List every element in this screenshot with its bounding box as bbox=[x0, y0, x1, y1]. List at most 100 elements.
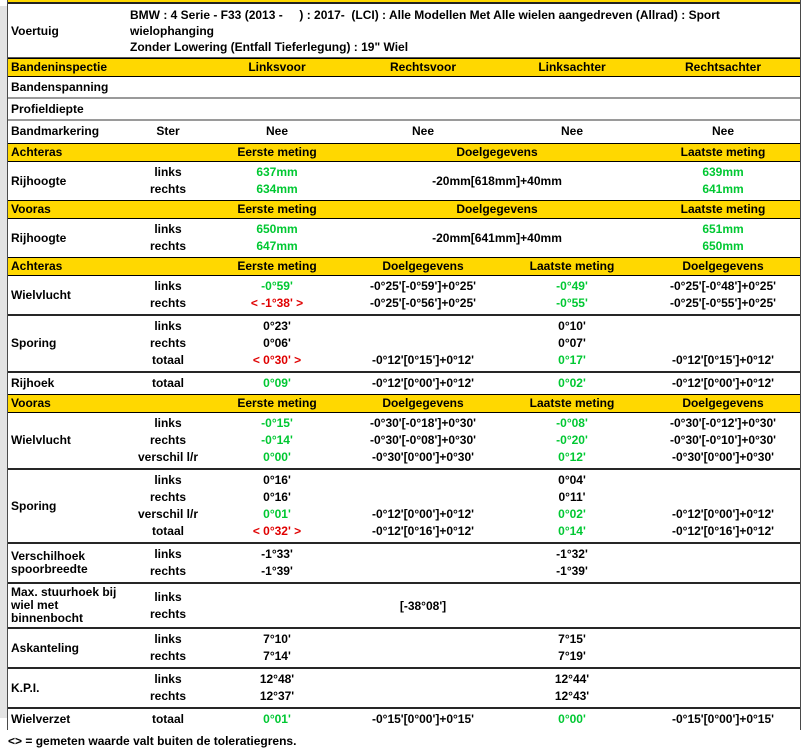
eerste-value-line: < 0°30' > bbox=[252, 353, 302, 367]
doel2-value: -0°30'[-0°12']+0°30' -0°30'[-0°10']+0°30'… bbox=[646, 415, 800, 466]
doel-value-line: -0°12'[0°15']+0°12' bbox=[371, 353, 475, 367]
doel-value bbox=[348, 671, 498, 705]
group-max-stuurhoek-bij: Max. stuurhoek bij wiel met binnenbocht lin… bbox=[8, 582, 800, 627]
doel2-value-line bbox=[646, 335, 800, 352]
doel-value-line: -0°30'[-0°18']+0°30' bbox=[369, 416, 476, 430]
laatste-value: 0°00' bbox=[498, 711, 646, 728]
row-label: Verschilhoek spoorbreedte bbox=[8, 546, 130, 580]
sub-label-line: links bbox=[154, 473, 182, 487]
eerste-value-line bbox=[206, 606, 348, 623]
sub-label-line: rechts bbox=[149, 239, 187, 253]
sub-label bbox=[130, 77, 206, 97]
doel-value-line bbox=[348, 648, 498, 665]
doel-value-line: -0°30'[0°00']+0°30' bbox=[371, 450, 475, 464]
doel2-value: -0°25'[-0°48']+0°25' -0°25'[-0°55']+0°25' bbox=[646, 278, 800, 312]
doel2-value bbox=[646, 671, 800, 705]
group-verschilhoek: Verschilhoek spoorbreedte links rechts -1°33… bbox=[8, 542, 800, 582]
column-header-doelgegevens: Doelgegevens bbox=[682, 259, 764, 273]
group-askanteling: Askanteling links rechts 7°10' 7°14' 7°15' 7°1… bbox=[8, 627, 800, 667]
column-header-eerste-meting: Eerste meting bbox=[237, 145, 317, 159]
doel2-value-line bbox=[646, 563, 800, 580]
row-label: Max. stuurhoek bij wiel met binnenbocht bbox=[8, 586, 130, 625]
sub-label-line: links bbox=[154, 222, 182, 236]
sub-label bbox=[130, 99, 206, 119]
doel2-value bbox=[646, 631, 800, 665]
laatste-value: 651mm 650mm bbox=[646, 221, 800, 255]
sub-label-line: totaal bbox=[151, 524, 184, 538]
laatste-value-line: 7°19' bbox=[558, 649, 586, 663]
doel-value-line: -0°12'[0°00']+0°12' bbox=[371, 376, 475, 390]
laatste-value-line: -1°32' bbox=[556, 547, 588, 561]
section-vooras-ride: Vooras Eerste meting Doelgegevens Laatste m… bbox=[8, 200, 800, 257]
sub-label-line: links bbox=[154, 672, 182, 686]
eerste-value-line: 0°23' bbox=[263, 319, 291, 333]
group-wielvlucht: Wielvlucht links rechts verschil l/r -0°15' -… bbox=[8, 413, 800, 468]
laatste-value-line bbox=[498, 589, 646, 606]
doel2-value-line: -0°30'[0°00']+0°30' bbox=[671, 450, 775, 464]
eerste-value: 0°16' 0°16' 0°01' < 0°32' > bbox=[206, 472, 348, 540]
doel-value: -0°25'[-0°59']+0°25' -0°25'[-0°56']+0°25' bbox=[348, 278, 498, 312]
laatste-value: 0°10' 0°07' 0°17' bbox=[498, 318, 646, 369]
measurement-sections: Achteras Eerste meting Doelgegevens Laatste… bbox=[8, 143, 800, 730]
vehicle-description: BMW : 4 Serie - F33 (2013 - ) : 2017- (L… bbox=[130, 7, 800, 55]
doel-target-value: [-38°08'] bbox=[399, 598, 447, 613]
group-sporing: Sporing links rechts totaal 0°23' 0°06' < 0°30… bbox=[8, 314, 800, 371]
column-header-rechtsachter: Rechtsachter bbox=[684, 60, 762, 74]
group-rijhoogte: Rijhoogte links rechts 650mm 647mm -20mm[641m… bbox=[8, 219, 800, 257]
doel2-value-line bbox=[646, 546, 800, 563]
eerste-value-line: 0°06' bbox=[263, 336, 291, 350]
doel-value: -0°30'[-0°18']+0°30' -0°30'[-0°08']+0°30'… bbox=[348, 415, 498, 466]
table-row-bandmarkering: Bandmarkering Ster Nee Nee Nee Nee bbox=[8, 121, 800, 143]
eerste-value: 12°48' 12°37' bbox=[206, 671, 348, 705]
laatste-value-line: -1°39' bbox=[556, 564, 588, 578]
laatste-value: -0°49' -0°55' bbox=[498, 278, 646, 312]
sub-label: links rechts bbox=[130, 586, 206, 625]
doel2-value-line bbox=[646, 648, 800, 665]
doel2-value bbox=[646, 586, 800, 625]
doel-value-line bbox=[348, 318, 498, 335]
eerste-value-line: 7°10' bbox=[263, 632, 291, 646]
doel2-value-line: -0°15'[0°00']+0°15' bbox=[671, 712, 775, 726]
vehicle-description-line2: Zonder Lowering (Entfall Tieferlegung) :… bbox=[130, 40, 409, 54]
sub-label-line: rechts bbox=[149, 336, 187, 350]
eerste-value-line: < 0°32' > bbox=[252, 524, 302, 538]
laatste-value: -0°08' -0°20' 0°12' bbox=[498, 415, 646, 466]
doel-value-line bbox=[348, 489, 498, 506]
eerste-value-line: 0°16' bbox=[263, 490, 291, 504]
column-header-doelgegevens: Doelgegevens bbox=[382, 259, 464, 273]
sub-label-line: rechts bbox=[149, 490, 187, 504]
laatste-value-line: 0°07' bbox=[558, 336, 586, 350]
laatste-value-line: 0°10' bbox=[558, 319, 586, 333]
laatste-value-line: 650mm bbox=[702, 239, 744, 253]
laatste-value-line: 641mm bbox=[702, 182, 744, 196]
column-header-doelgegevens: Doelgegevens bbox=[456, 202, 538, 216]
sub-label: links rechts bbox=[130, 671, 206, 705]
axle-label: Achteras bbox=[11, 145, 63, 159]
doel2-value-line bbox=[646, 606, 800, 623]
sub-label: links rechts verschil l/r totaal bbox=[130, 472, 206, 540]
sub-label: links rechts bbox=[130, 631, 206, 665]
sub-label-line: totaal bbox=[151, 712, 184, 726]
eerste-value-line: -1°39' bbox=[261, 564, 293, 578]
legend-note: <> = gemeten waarde valt buiten de toler… bbox=[8, 734, 297, 748]
row-label-line: spoorbreedte bbox=[11, 562, 88, 576]
row-label-line: Wielvlucht bbox=[11, 433, 71, 447]
vehicle-label: Voertuig bbox=[11, 24, 59, 38]
cell-value bbox=[348, 99, 498, 119]
sub-label-line: links bbox=[154, 547, 182, 561]
sub-label-line: verschil l/r bbox=[137, 450, 199, 464]
doel-target-value: -20mm[641mm]+40mm bbox=[432, 231, 562, 245]
eerste-value: 637mm 634mm bbox=[206, 164, 348, 198]
sub-label-line: rechts bbox=[149, 433, 187, 447]
doel2-value-line: -0°12'[0°15']+0°12' bbox=[671, 353, 775, 367]
sub-label: totaal bbox=[130, 375, 206, 392]
row-label: Wielvlucht bbox=[8, 278, 130, 312]
doel-value-line: -0°25'[-0°59']+0°25' bbox=[369, 279, 476, 293]
cell-value bbox=[498, 77, 646, 97]
column-header-rechtsvoor: Rechtsvoor bbox=[389, 60, 457, 74]
section-achteras-align: Achteras Eerste meting Doelgegevens Laatste… bbox=[8, 257, 800, 394]
sub-label-line: rechts bbox=[149, 606, 187, 621]
laatste-value-line: 0°04' bbox=[558, 473, 586, 487]
table-row-bandenspanning: Bandenspanning bbox=[8, 77, 800, 99]
